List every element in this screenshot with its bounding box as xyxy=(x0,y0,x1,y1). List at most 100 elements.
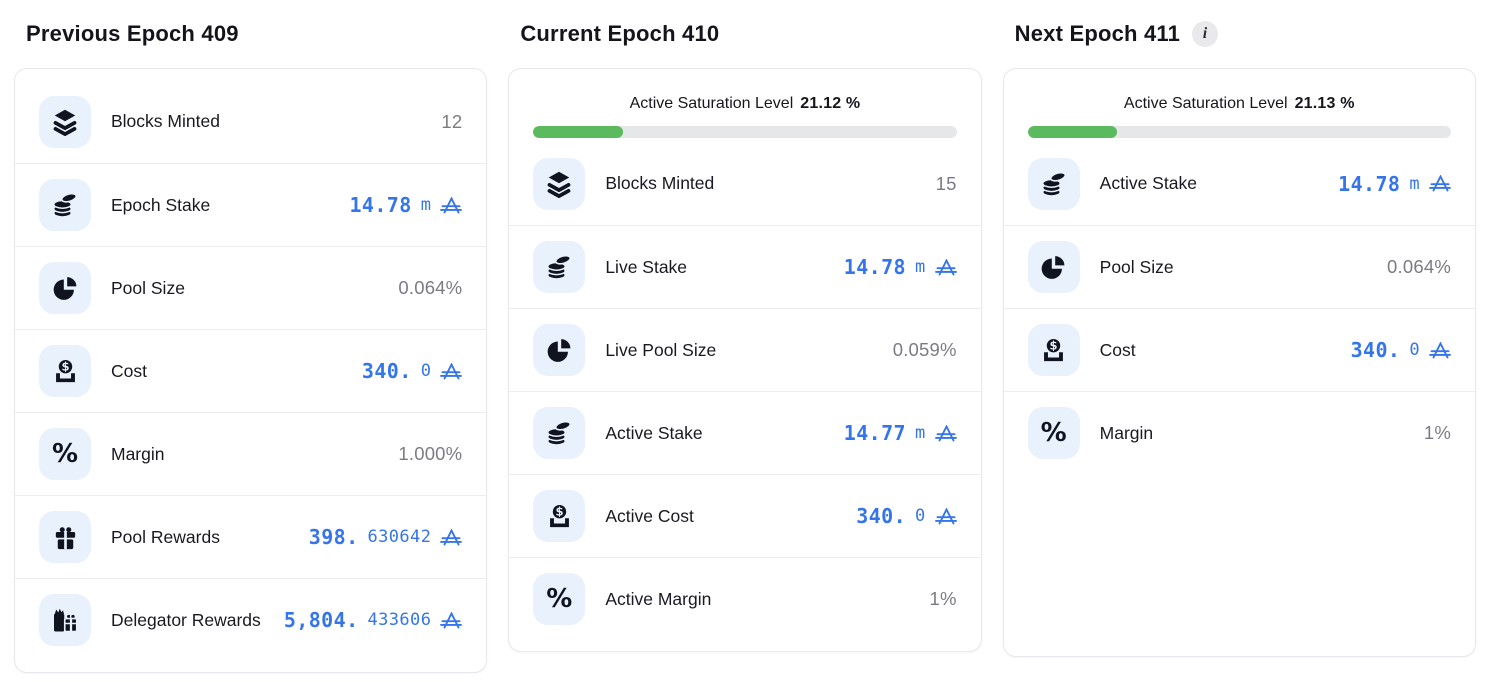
stat-value: 1% xyxy=(929,588,957,609)
svg-text:$: $ xyxy=(1050,338,1058,352)
value-integer: 14.77 xyxy=(843,421,907,445)
stat-label: Epoch Stake xyxy=(111,194,211,215)
stat-row: $ Active Cost 340. 0 xyxy=(509,474,981,557)
page-title: Current Epoch 410 xyxy=(520,21,720,46)
value-fraction: 0 xyxy=(420,361,432,381)
stat-label: Active Cost xyxy=(605,505,694,526)
percent-icon: % xyxy=(1027,407,1080,459)
stat-row: Delegator Rewards 5,804. 433606 xyxy=(15,578,487,661)
stat-row: % Margin 1% xyxy=(1003,391,1475,474)
gift-icon xyxy=(39,511,91,563)
stat-row: Pool Size 0.064% xyxy=(15,246,487,329)
stat-value-ada: 340. 0 xyxy=(856,504,957,528)
page-title: Previous Epoch 409 xyxy=(26,21,239,46)
saturation-progress-bar xyxy=(1027,126,1451,138)
coin-slot-icon: $ xyxy=(39,345,91,397)
saturation-progress-fill xyxy=(1027,126,1118,138)
epoch-column-next: Next Epoch 411 i Active Saturation Level 21… xyxy=(1002,10,1476,673)
stat-label: Live Pool Size xyxy=(605,339,717,360)
stat-row: Pool Rewards 398. 630642 xyxy=(15,495,487,578)
pie-chart-icon xyxy=(1027,241,1080,293)
saturation-text: Active Saturation Level 21.13 % xyxy=(1028,95,1451,113)
stat-row: Live Stake 14.78 m xyxy=(509,225,981,308)
stats-list: Blocks Minted 15 Live Stake 14.78 m Live Pool… xyxy=(509,142,981,640)
value-fraction: 630642 xyxy=(367,527,432,547)
value-integer: 398. xyxy=(308,525,359,549)
stat-value-ada: 14.78 m xyxy=(844,255,957,279)
epoch-title-current: Current Epoch 410 xyxy=(520,18,981,50)
stat-value-ada: 398. 630642 xyxy=(309,525,463,549)
value-integer: 14.78 xyxy=(349,193,412,217)
stat-label: Delegator Rewards xyxy=(111,609,261,630)
stat-label: Active Stake xyxy=(1099,173,1197,193)
value-integer: 340. xyxy=(1350,338,1401,362)
saturation-block: Active Saturation Level 21.12 % xyxy=(509,80,980,142)
ada-currency-icon xyxy=(934,258,957,276)
layers-icon xyxy=(39,95,91,148)
info-icon[interactable]: i xyxy=(1192,21,1219,47)
value-fraction: m xyxy=(915,423,926,443)
stat-value-ada: 340. 0 xyxy=(361,359,463,383)
saturation-progress-bar xyxy=(533,126,957,138)
stat-row: Pool Size 0.064% xyxy=(1003,225,1475,308)
epoch-card-next: Active Saturation Level 21.13 % Active Sta… xyxy=(1002,68,1476,657)
stat-label: Margin xyxy=(1099,422,1154,443)
stat-row: Blocks Minted 12 xyxy=(15,80,486,163)
value-integer: 14.78 xyxy=(843,255,907,279)
stats-list: Blocks Minted 12 Epoch Stake 14.78 m Pool Siz… xyxy=(15,80,487,661)
stat-row: Active Stake 14.78 m xyxy=(1004,142,1475,225)
stat-row: Live Pool Size 0.059% xyxy=(509,308,981,391)
stat-row: % Margin 1.000% xyxy=(15,412,487,495)
stat-row: % Active Margin 1% xyxy=(509,557,981,640)
stat-value-ada: 14.78 m xyxy=(1338,172,1451,196)
stat-value-ada: 14.77 m xyxy=(844,421,957,445)
epoch-column-current: Current Epoch 410 Active Saturation Level… xyxy=(508,10,982,673)
value-integer: 5,804. xyxy=(283,608,359,632)
stat-value: 1% xyxy=(1423,422,1451,443)
saturation-value: 21.12 % xyxy=(800,95,861,112)
stat-label: Cost xyxy=(1099,339,1136,360)
stat-value: 0.064% xyxy=(1387,256,1451,277)
coin-slot-icon: $ xyxy=(1027,324,1080,376)
stat-value: 12 xyxy=(441,110,463,132)
layers-icon xyxy=(533,157,586,210)
value-fraction: m xyxy=(1409,173,1420,194)
value-integer: 340. xyxy=(856,504,907,528)
saturation-label: Active Saturation Level xyxy=(1123,95,1288,112)
stat-label: Active Margin xyxy=(605,588,712,609)
stat-row: Active Stake 14.77 m xyxy=(509,391,981,474)
stat-value-ada: 14.78 m xyxy=(349,193,463,217)
ada-currency-icon xyxy=(440,528,463,546)
ada-currency-icon xyxy=(1429,341,1451,359)
value-integer: 340. xyxy=(361,359,412,383)
value-fraction: 0 xyxy=(1409,340,1420,360)
stat-label: Cost xyxy=(111,360,147,381)
stat-label: Live Stake xyxy=(605,256,688,277)
stat-row: Epoch Stake 14.78 m xyxy=(15,163,487,246)
stat-row: Blocks Minted 15 xyxy=(509,142,980,225)
stat-value: 1.000% xyxy=(398,443,463,464)
value-fraction: m xyxy=(420,195,432,215)
coins-icon xyxy=(533,407,586,459)
pie-chart-icon xyxy=(533,324,586,376)
ada-currency-icon xyxy=(934,424,957,442)
gifts-icon xyxy=(39,594,91,646)
stat-label: Active Stake xyxy=(605,422,703,443)
stat-label: Pool Size xyxy=(1099,256,1174,277)
value-fraction: m xyxy=(915,257,926,277)
epoch-card-previous: Blocks Minted 12 Epoch Stake 14.78 m Pool Siz… xyxy=(14,68,488,673)
epoch-title-previous: Previous Epoch 409 xyxy=(26,18,487,50)
value-fraction: 0 xyxy=(915,506,926,526)
value-integer: 14.78 xyxy=(1338,171,1401,196)
stat-label: Blocks Minted xyxy=(111,111,220,131)
percent-icon: % xyxy=(39,428,91,480)
ada-currency-icon xyxy=(440,611,463,629)
ada-currency-icon xyxy=(440,196,463,214)
svg-text:$: $ xyxy=(61,359,69,373)
coins-icon xyxy=(533,241,586,293)
epoch-column-previous: Previous Epoch 409 Blocks Minted 12 Epoch S… xyxy=(14,10,488,673)
epoch-title-next: Next Epoch 411 i xyxy=(1015,18,1476,50)
ada-currency-icon xyxy=(934,507,957,525)
stat-value: 0.064% xyxy=(398,277,463,298)
